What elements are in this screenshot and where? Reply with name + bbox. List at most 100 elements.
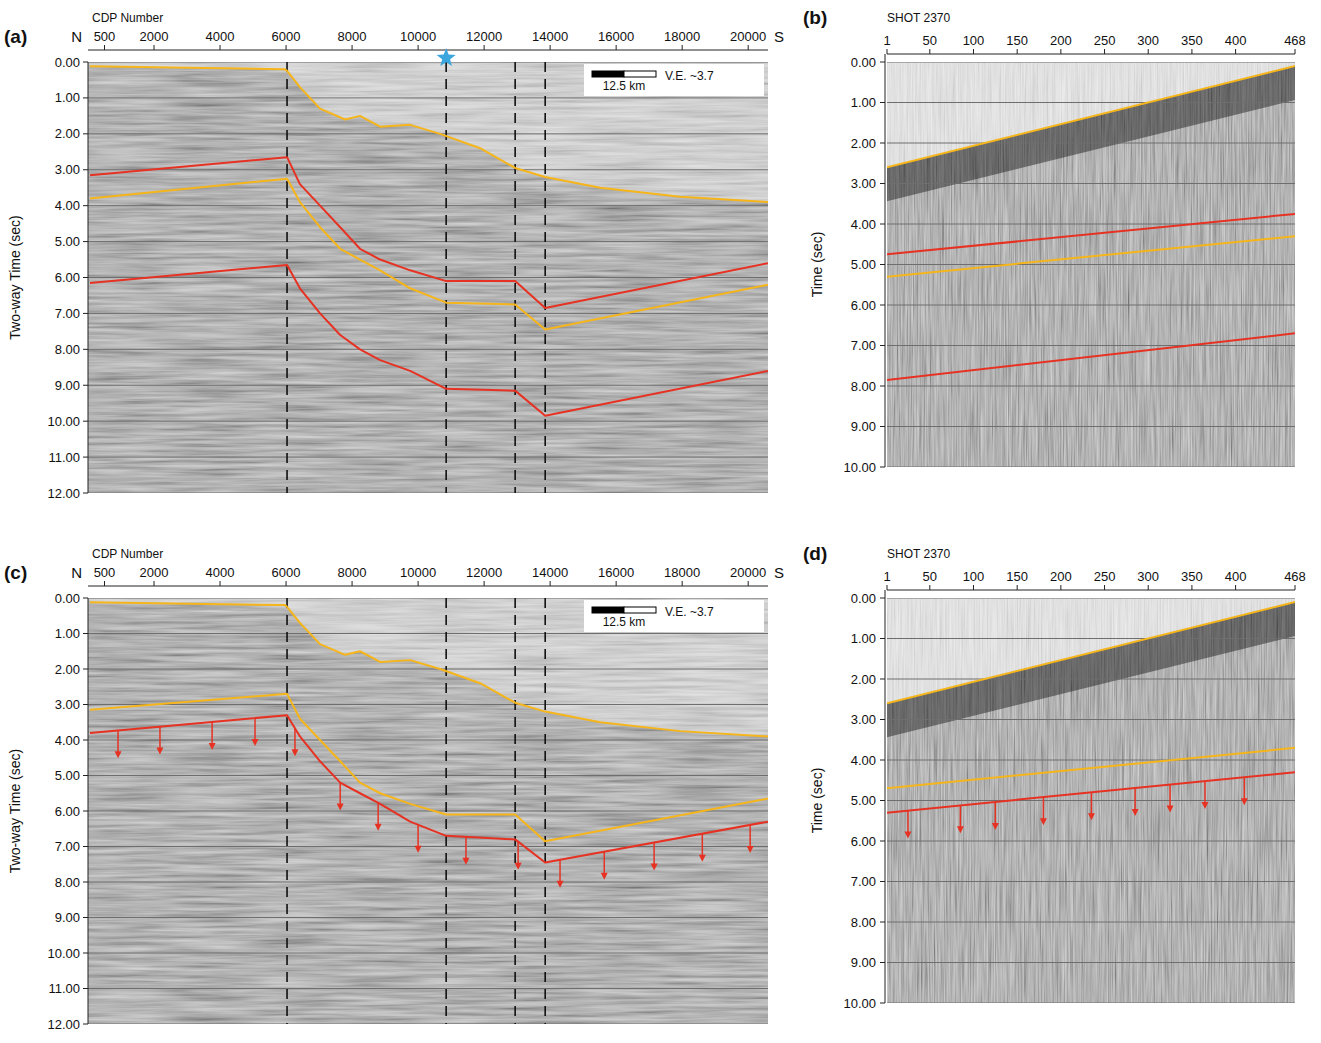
arrow-shaft	[254, 718, 256, 741]
down-arrow	[1202, 781, 1209, 809]
y-tick	[83, 493, 88, 494]
y-tick-label: 7.00	[55, 839, 80, 854]
arrow-shaft	[995, 802, 997, 825]
x-tick-label: 18000	[664, 29, 700, 44]
y-tick-label: 4.00	[851, 217, 876, 232]
scale-bar-label: 12.5 km	[603, 79, 646, 93]
y-tick-label: 5.00	[55, 234, 80, 249]
y-tick-label: 2.00	[851, 672, 876, 687]
grid-line	[88, 775, 768, 776]
down-arrow	[904, 811, 911, 839]
x-tick	[682, 45, 683, 50]
x-tick-label: 350	[1181, 569, 1203, 584]
boundary-line	[544, 62, 546, 493]
x-tick	[550, 45, 551, 50]
x-tick	[286, 581, 287, 586]
y-tick-label: 3.00	[55, 697, 80, 712]
panel-letter: (c)	[4, 562, 27, 583]
x-tick-label: 20000	[730, 29, 766, 44]
x-tick	[616, 581, 617, 586]
x-tick-label: 6000	[272, 565, 301, 580]
y-tick	[880, 264, 885, 265]
arrow-shaft	[653, 843, 655, 866]
down-arrow	[1132, 788, 1139, 816]
grid-line	[887, 305, 1295, 306]
arrow-head	[1167, 806, 1174, 813]
x-tick	[1295, 49, 1296, 54]
grid-line	[88, 740, 768, 741]
arrow-shaft	[417, 825, 419, 848]
grid-line	[887, 638, 1295, 639]
arrow-shaft	[1204, 781, 1206, 804]
x-tick-label: 18000	[664, 565, 700, 580]
horizon-line	[887, 236, 1295, 277]
seismic-texture	[88, 598, 768, 1024]
x-tick-label: 8000	[338, 565, 367, 580]
down-arrow	[1167, 785, 1174, 813]
y-tick-label: 8.00	[55, 875, 80, 890]
grid-line	[887, 467, 1295, 468]
x-tick-label: 1	[883, 33, 890, 48]
arrow-head	[699, 855, 706, 862]
y-tick-label: 9.00	[851, 955, 876, 970]
y-tick	[880, 386, 885, 387]
x-tick-label: 14000	[532, 29, 568, 44]
arrow-head	[462, 858, 469, 865]
y-tick-label: 10.00	[843, 460, 876, 475]
grid-line	[887, 1003, 1295, 1004]
y-tick	[880, 183, 885, 184]
y-axis-line	[885, 590, 886, 1003]
y-tick-label: 0.00	[55, 55, 80, 70]
arrow-head	[557, 881, 564, 888]
grid-line	[88, 811, 768, 812]
y-tick	[880, 345, 885, 346]
grid-line	[88, 988, 768, 989]
plot-area	[88, 598, 768, 1024]
y-axis-line	[885, 54, 886, 467]
x-tick-label: 12000	[466, 565, 502, 580]
grid-line	[88, 421, 768, 422]
horizon-line	[887, 214, 1295, 255]
x-tick-label: 50	[923, 33, 937, 48]
x-axis-line	[88, 50, 768, 51]
x-tick	[682, 581, 683, 586]
x-tick	[220, 581, 221, 586]
y-axis-title: Two-way Time (sec)	[7, 749, 23, 873]
arrow-head	[992, 823, 999, 830]
x-tick-label: 200	[1050, 569, 1072, 584]
y-tick	[880, 224, 885, 225]
y-tick-label: 3.00	[55, 162, 80, 177]
arrow-shaft	[1244, 777, 1246, 800]
boundary-line	[286, 598, 288, 1024]
grid-line	[887, 386, 1295, 387]
down-arrow	[415, 825, 422, 853]
down-arrow	[1241, 777, 1248, 805]
y-tick-label: 6.00	[55, 270, 80, 285]
horizon-line	[90, 157, 768, 308]
arrow-head	[1088, 813, 1095, 820]
x-tick	[748, 581, 749, 586]
y-tick-label: 10.00	[47, 946, 80, 961]
boundary-line	[445, 598, 447, 1024]
y-tick-label: 3.00	[851, 712, 876, 727]
y-tick	[880, 922, 885, 923]
y-axis-title: Time (sec)	[809, 232, 825, 298]
grid-line	[88, 62, 768, 63]
y-tick	[83, 633, 88, 634]
arrow-head	[291, 749, 298, 756]
y-axis-title: Time (sec)	[809, 768, 825, 834]
y-tick	[83, 385, 88, 386]
down-arrow	[156, 727, 163, 755]
x-axis-line	[88, 586, 768, 587]
grid-line	[887, 143, 1295, 144]
x-tick-label: 4000	[206, 565, 235, 580]
grid-line	[88, 277, 768, 278]
grid-line	[88, 669, 768, 670]
arrow-shaft	[702, 834, 704, 857]
arrow-shaft	[377, 803, 379, 826]
boundary-line	[514, 62, 516, 493]
y-tick	[83, 277, 88, 278]
seismic-background	[887, 62, 1295, 467]
grid-line	[887, 183, 1295, 184]
down-arrow	[747, 825, 754, 853]
